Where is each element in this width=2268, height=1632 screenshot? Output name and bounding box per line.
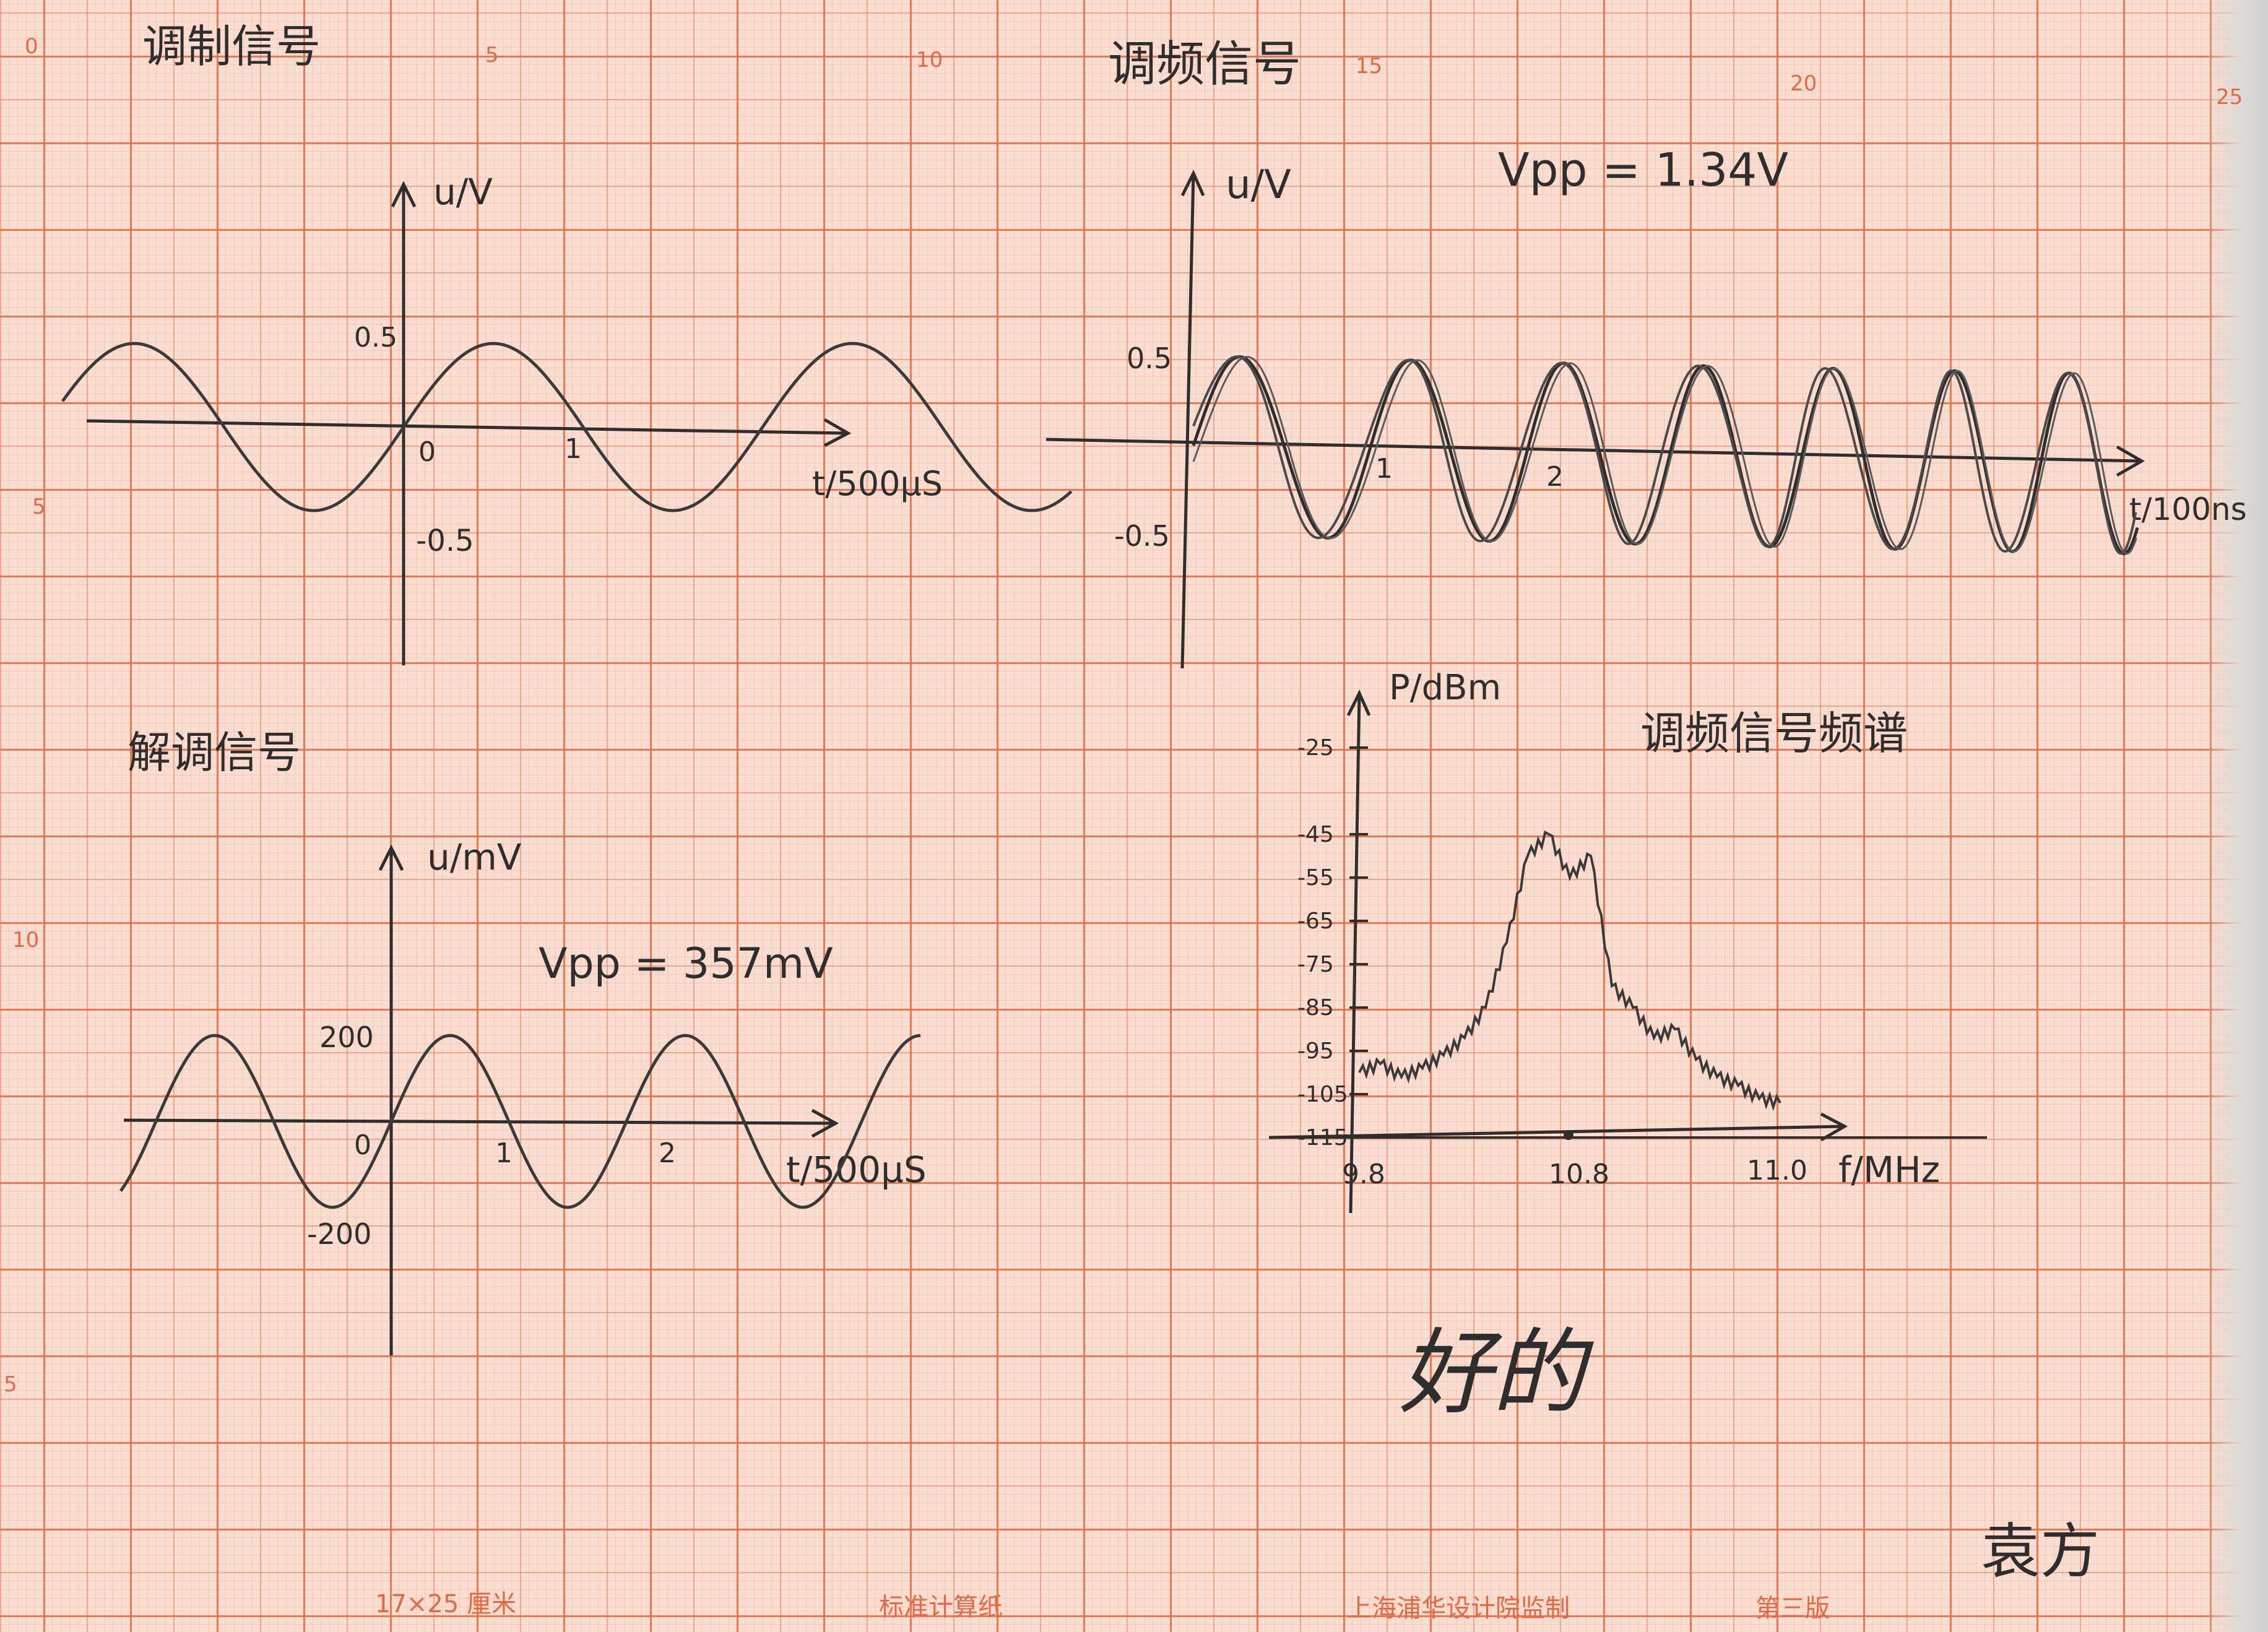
chart2-fm-curve-primary — [1192, 355, 2139, 556]
chart3-x-axis — [123, 1118, 836, 1125]
fm-spectrum-chart: 调频信号频谱 P/dBm f/MHz -25 -45 -55 -65 -75 -85 -95… — [1268, 668, 1987, 1214]
chart2-vpp: Vpp = 1.34V — [1498, 144, 1788, 197]
chart4-ytick-neg65: -65 — [1297, 909, 1334, 934]
chart4-ytick-neg25: -25 — [1297, 735, 1334, 761]
fm-signal-chart: 调频信号 Vpp = 1.34V u/V t/100ns 0.5 -0.5 1 … — [1045, 37, 2247, 669]
chart2-xlabel: t/100ns — [2129, 491, 2247, 527]
ruler-top-25: 25 — [2216, 85, 2243, 110]
chart3-y-arrow — [378, 844, 404, 871]
chart1-y-arrow — [391, 181, 417, 208]
chart4-ytick-neg55: -55 — [1297, 865, 1334, 891]
chart4-ylabel: P/dBm — [1389, 668, 1501, 708]
chart4-x-arrow — [1820, 1112, 1848, 1142]
ruler-left-5b: 5 — [4, 1372, 17, 1397]
chart4-xtick-11.0: 11.0 — [1747, 1155, 1807, 1186]
chart2-xtick-1: 1 — [1375, 453, 1393, 485]
chart2-xtick-2: 2 — [1546, 461, 1564, 493]
chart2-y-arrow — [1180, 170, 1205, 197]
chart1-x-axis — [86, 419, 849, 435]
modulating-signal-chart: 调制信号 u/V t/500μS 0.5 0 -0.5 1 — [61, 20, 1073, 665]
chart4-xtick-9.8: 9.8 — [1342, 1159, 1385, 1190]
chart2-ylabel: u/V — [1226, 162, 1291, 208]
chart3-ytick-200: 200 — [319, 1021, 374, 1054]
chart3-ytick-0: 0 — [354, 1129, 371, 1161]
ruler-top-15: 15 — [1356, 54, 1382, 79]
chart4-ytick-neg85: -85 — [1297, 995, 1334, 1021]
ruler-left-10: 10 — [12, 928, 39, 952]
ruler-top-0: 0 — [25, 34, 38, 59]
chart2-fm-curve-trace-2 — [1192, 355, 2137, 555]
demodulated-signal-chart: 解调信号 Vpp = 357mV u/mV t/500μS 200 0 -200… — [119, 727, 927, 1355]
chart3-ylabel: u/mV — [427, 836, 522, 878]
chart1-ytick-0.5: 0.5 — [354, 322, 397, 353]
chart1-x-arrow — [823, 418, 852, 447]
chart4-ytick-neg105: -105 — [1297, 1082, 1348, 1107]
chart1-ylabel: u/V — [433, 171, 493, 213]
chart3-ytick-neg200: -200 — [307, 1217, 371, 1251]
chart4-ytick-neg115: -115 — [1297, 1125, 1348, 1151]
chart2-x-arrow — [2116, 445, 2145, 477]
chart3-title: 解调信号 — [128, 727, 301, 778]
chart2-y-axis — [1180, 173, 1195, 669]
footer-size: 17×25 厘米 — [375, 1590, 516, 1618]
chart4-xlabel: f/MHz — [1838, 1149, 1940, 1191]
chart4-xtick-10.8: 10.8 — [1549, 1159, 1609, 1190]
chart4-title: 调频信号频谱 — [1640, 707, 1908, 759]
chart3-xtick-1: 1 — [495, 1138, 513, 1169]
chart4-ytick-neg95: -95 — [1297, 1038, 1334, 1064]
chart1-ytick-0: 0 — [418, 436, 436, 468]
chart4-center-dot — [1564, 1130, 1573, 1140]
chart2-ytick-0.5: 0.5 — [1127, 342, 1172, 375]
signature: 袁方 — [1981, 1517, 2100, 1586]
chart3-sine-curve — [119, 1034, 921, 1209]
chart3-vpp: Vpp = 357mV — [539, 939, 833, 988]
paper-edge-shadow — [2204, 0, 2268, 1632]
ruler-left-5: 5 — [32, 494, 46, 519]
chart4-ytick-group: -25 -45 -55 -65 -75 -85 -95 -105 -115 — [1297, 735, 1368, 1151]
ruler-top-5: 5 — [485, 43, 499, 67]
chart1-sine-curve — [61, 342, 1073, 512]
chart4-spectrum-curve — [1358, 830, 1781, 1112]
footer-edition: 第三版 — [1755, 1594, 1830, 1623]
chart2-title: 调频信号 — [1108, 37, 1301, 92]
footer-maker: 上海浦华设计院监制 — [1347, 1594, 1570, 1623]
chart1-ytick-neg0.5: -0.5 — [416, 524, 474, 558]
chart2-ytick-neg0.5: -0.5 — [1114, 519, 1170, 553]
chart3-xlabel: t/500μS — [786, 1149, 927, 1191]
chart3-xtick-2: 2 — [659, 1138, 676, 1169]
chart2-x-axis — [1045, 438, 2142, 463]
chart4-x-axis — [1268, 1125, 1845, 1139]
chart4-ytick-neg45: -45 — [1297, 822, 1334, 847]
chart2-fm-curve-trace-3 — [1192, 356, 2137, 555]
chart4-y-axis — [1349, 693, 1361, 1214]
ruler-top-20: 20 — [1790, 71, 1817, 96]
chart4-ytick-neg75: -75 — [1297, 952, 1334, 977]
chart3-x-arrow — [811, 1108, 839, 1138]
ruler-top-10: 10 — [916, 48, 943, 72]
footer-name: 标准计算纸 — [879, 1593, 1003, 1621]
approval-mark: 好的 — [1399, 1319, 1594, 1427]
chart1-xlabel: t/500μS — [812, 464, 943, 503]
chart1-xtick-1: 1 — [565, 433, 582, 465]
chart4-y-arrow — [1346, 689, 1371, 717]
chart1-title: 调制信号 — [142, 20, 321, 72]
